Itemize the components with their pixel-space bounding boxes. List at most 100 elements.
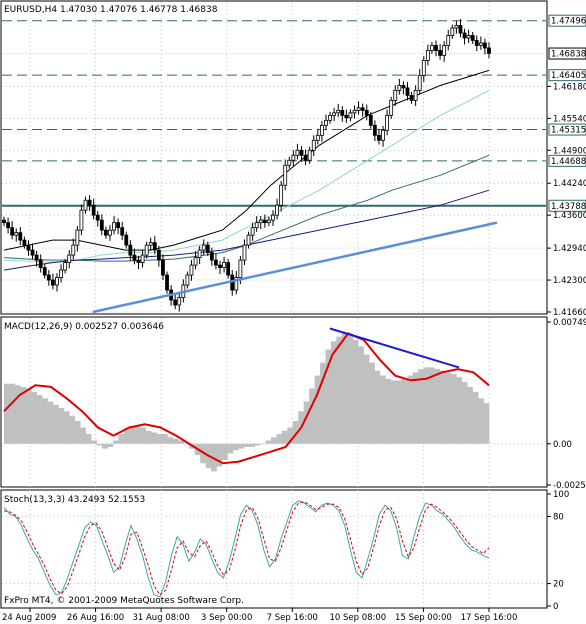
ma-line — [3, 89, 490, 263]
macd-bar — [47, 401, 54, 444]
macd-bar — [69, 416, 76, 444]
candle — [483, 38, 487, 55]
stoch-main-line — [3, 500, 490, 598]
candle — [161, 254, 165, 281]
candle — [319, 121, 324, 142]
candle — [336, 103, 341, 118]
macd-bar — [429, 367, 435, 444]
macd-bar — [31, 391, 37, 444]
macd-bar — [407, 375, 414, 444]
macd-bar — [134, 425, 141, 444]
level-tag — [548, 14, 586, 27]
candle — [79, 204, 84, 236]
macd-bar — [216, 443, 223, 467]
candle — [59, 264, 63, 283]
macd-divergence-line[interactable] — [329, 327, 460, 369]
candle — [430, 41, 434, 54]
candle — [360, 103, 365, 117]
candle — [344, 109, 349, 123]
candle — [116, 218, 121, 235]
stoch-title: Stoch(13,3,3) 43.2493 52.1553 — [4, 495, 145, 505]
macd-bar — [358, 346, 364, 444]
candle — [385, 109, 390, 136]
candle — [83, 196, 88, 214]
macd-bar — [254, 443, 261, 446]
macd-bar — [456, 377, 463, 444]
macd-signal-line — [3, 332, 490, 465]
price-tick-label: 1.44240 — [553, 179, 586, 189]
candle — [95, 210, 100, 227]
macd-bar — [292, 421, 299, 444]
candle — [209, 247, 214, 266]
candle — [38, 254, 43, 273]
macd-bar — [25, 388, 32, 444]
macd-bar — [363, 354, 370, 444]
macd-bar — [461, 382, 468, 444]
macd-bar — [249, 443, 255, 448]
candle — [478, 36, 483, 50]
candle — [67, 250, 72, 269]
candle — [409, 91, 414, 104]
candle — [466, 29, 471, 43]
candle — [148, 237, 153, 251]
macd-bar — [467, 386, 473, 444]
stoch-signal-line — [3, 501, 490, 596]
macd-bar — [423, 367, 430, 444]
candle — [291, 150, 296, 166]
current-price-label: 1.46838 — [551, 50, 586, 60]
macd-bar — [172, 438, 179, 444]
candle — [368, 111, 373, 129]
price-tick-label: 1.42300 — [553, 276, 586, 286]
macd-bar — [167, 437, 174, 444]
level-tag-label: 1.44688 — [551, 157, 586, 167]
candle — [267, 216, 271, 227]
macd-bar — [374, 370, 381, 444]
price-panel[interactable] — [0, 0, 548, 315]
candle — [22, 236, 27, 249]
candle — [140, 249, 145, 268]
candle — [112, 216, 116, 235]
candle — [214, 253, 218, 270]
macd-bar — [53, 404, 59, 444]
macd-bar — [85, 434, 92, 444]
stoch-tick-label: 80 — [553, 512, 564, 522]
macd-bar — [401, 378, 408, 444]
candle — [307, 146, 312, 164]
candle — [356, 101, 361, 115]
macd-bar — [36, 395, 43, 444]
macd-bar — [445, 372, 452, 444]
candle — [42, 264, 47, 279]
candle — [421, 56, 426, 82]
price-trend-line[interactable] — [92, 221, 498, 314]
level-tag — [548, 69, 586, 82]
grid-lines — [2, 2, 546, 608]
macd-bar — [483, 403, 490, 444]
candle — [279, 180, 284, 212]
stoch-panel[interactable] — [0, 489, 548, 609]
macd-bar — [450, 373, 457, 444]
candle — [474, 35, 479, 52]
candle — [405, 82, 410, 101]
macd-bar — [238, 443, 245, 449]
candle — [18, 226, 23, 246]
time-tick-label: 24 Aug 2009 — [2, 613, 56, 623]
price-tick-label: 1.41660 — [553, 308, 586, 318]
time-tick-label: 26 Aug 16:00 — [67, 613, 124, 623]
macd-title: MACD(12,26,9) 0.002527 0.003646 — [4, 322, 164, 332]
macd-bar — [347, 334, 354, 444]
candle — [295, 143, 300, 160]
candle — [372, 120, 377, 142]
candle — [352, 105, 357, 119]
ma-line — [3, 189, 490, 271]
stoch-tick-label: 100 — [553, 490, 569, 500]
candle — [303, 149, 308, 166]
stoch-tick-label: 20 — [553, 580, 564, 590]
candle — [136, 255, 141, 270]
candle — [185, 271, 190, 289]
candle — [197, 245, 202, 265]
level-tag — [548, 199, 586, 212]
candle — [381, 126, 385, 147]
stoch-tick-label: 0 — [553, 602, 558, 612]
candle — [446, 29, 451, 51]
